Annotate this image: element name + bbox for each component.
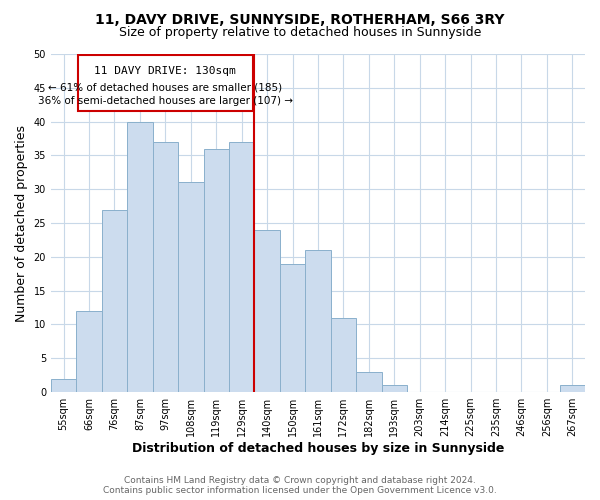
Bar xyxy=(305,250,331,392)
Text: ← 61% of detached houses are smaller (185): ← 61% of detached houses are smaller (18… xyxy=(49,83,283,93)
Y-axis label: Number of detached properties: Number of detached properties xyxy=(15,124,28,322)
Text: 11 DAVY DRIVE: 130sqm: 11 DAVY DRIVE: 130sqm xyxy=(94,66,236,76)
Bar xyxy=(356,372,382,392)
Bar xyxy=(127,122,152,392)
Bar xyxy=(203,148,229,392)
Bar xyxy=(51,378,76,392)
Text: 11, DAVY DRIVE, SUNNYSIDE, ROTHERHAM, S66 3RY: 11, DAVY DRIVE, SUNNYSIDE, ROTHERHAM, S6… xyxy=(95,12,505,26)
Bar xyxy=(102,210,127,392)
Bar xyxy=(254,230,280,392)
Bar xyxy=(229,142,254,392)
Bar xyxy=(382,386,407,392)
X-axis label: Distribution of detached houses by size in Sunnyside: Distribution of detached houses by size … xyxy=(132,442,504,455)
Bar xyxy=(178,182,203,392)
Bar xyxy=(331,318,356,392)
Bar xyxy=(76,311,102,392)
Text: Contains HM Land Registry data © Crown copyright and database right 2024.
Contai: Contains HM Land Registry data © Crown c… xyxy=(103,476,497,495)
Bar xyxy=(152,142,178,392)
Bar xyxy=(560,386,585,392)
Bar xyxy=(280,264,305,392)
FancyBboxPatch shape xyxy=(77,56,253,112)
Text: Size of property relative to detached houses in Sunnyside: Size of property relative to detached ho… xyxy=(119,26,481,39)
Text: 36% of semi-detached houses are larger (107) →: 36% of semi-detached houses are larger (… xyxy=(38,96,293,106)
